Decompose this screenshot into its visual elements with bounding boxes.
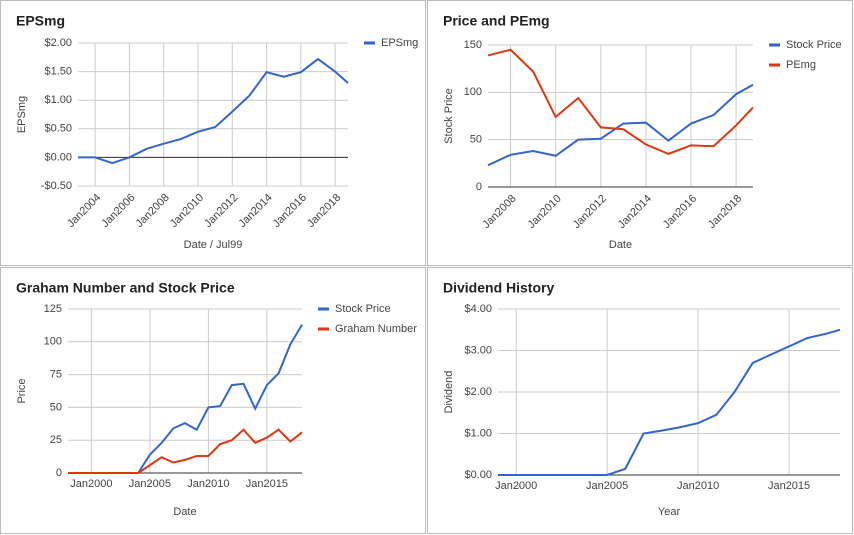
y-tick-label: $3.00 [464,344,492,356]
y-tick-label: 0 [476,181,482,193]
x-tick-label: Jan2015 [768,480,810,492]
series-line [78,57,349,165]
x-axis-label: Date [173,506,196,518]
legend-label: Graham Number [335,323,417,335]
series-line [68,428,303,474]
y-tick-label: 0 [56,467,62,479]
y-tick-label: 50 [470,134,482,146]
y-tick-label: $2.00 [464,386,492,398]
panel [0,267,426,534]
series-line [487,83,754,167]
y-tick-label: 75 [50,369,62,381]
x-axis-label: Year [658,506,681,518]
y-tick-label: $1.00 [44,94,72,106]
panel [0,0,426,266]
legend-label: Stock Price [786,39,842,51]
x-tick-label: Jan2000 [70,478,112,490]
x-tick-label: Jan2015 [246,478,288,490]
y-axis-label: EPSmg [16,96,28,133]
y-tick-label: 50 [50,401,62,413]
legend-label: Stock Price [335,303,391,315]
y-axis-label: Dividend [443,371,455,414]
y-tick-label: $0.00 [44,151,72,163]
y-tick-label: $4.00 [464,303,492,315]
y-tick-label: $0.00 [464,469,492,481]
x-axis-label: Date [609,239,632,251]
chart-title: EPSmg [16,13,65,29]
chart-title: Dividend History [443,280,554,296]
series-line [487,48,754,155]
series-line [498,328,841,476]
legend-label: EPSmg [381,37,418,49]
x-tick-label: Jan2010 [187,478,229,490]
y-axis-label: Stock Price [443,88,455,144]
y-tick-label: $2.00 [44,37,72,49]
y-tick-label: 150 [464,39,482,51]
panel [427,267,853,534]
chart-title: Graham Number and Stock Price [16,280,235,296]
legend-label: PEmg [786,59,816,71]
x-tick-label: Jan2005 [586,480,628,492]
y-tick-label: -$0.50 [41,180,72,192]
x-tick-label: Jan2005 [129,478,171,490]
y-axis-label: Price [16,378,28,403]
y-tick-label: 25 [50,434,62,446]
y-tick-label: $1.00 [464,427,492,439]
y-tick-label: $1.50 [44,66,72,78]
x-tick-label: Jan2010 [677,480,719,492]
y-tick-label: 100 [44,336,62,348]
y-tick-label: 125 [44,303,62,315]
y-tick-label: 100 [464,86,482,98]
y-tick-label: $0.50 [44,123,72,135]
chart-title: Price and PEmg [443,13,550,29]
x-tick-label: Jan2000 [495,480,537,492]
x-axis-label: Date / Jul99 [184,239,243,251]
